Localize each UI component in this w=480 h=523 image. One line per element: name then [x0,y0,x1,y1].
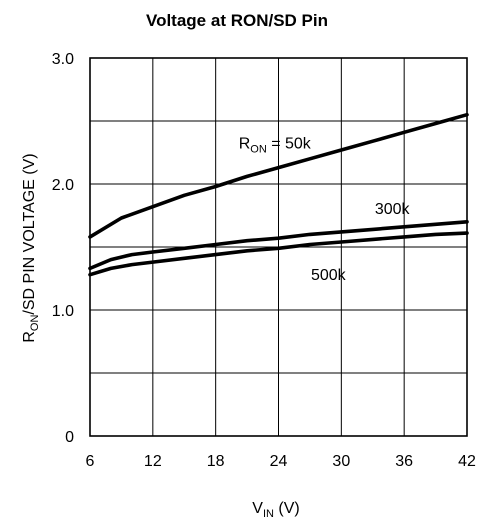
series-label-ron-50k: RON = 50k [239,136,312,156]
x-tick-labels: 6 12 18 24 30 36 42 [86,453,476,470]
plot-frame [89,57,468,437]
x-tick-label: 12 [144,453,162,470]
series-line-1 [88,220,469,271]
series-label-500k: 500k [311,267,347,284]
x-tick-label: 6 [86,453,95,470]
x-axis-label: VIN (V) [252,500,299,520]
y-tick-label: 0 [65,429,74,446]
chart-title: Voltage at RON/SD Pin [146,11,328,30]
series-line-2 [88,231,469,277]
x-tick-label: 36 [395,453,413,470]
y-tick-label: 1.0 [52,303,74,320]
grid [90,58,467,436]
series-label-300k: 300k [375,201,411,218]
x-tick-label: 24 [270,453,288,470]
x-tick-label: 18 [207,453,225,470]
y-tick-label: 3.0 [52,51,74,68]
y-tick-labels: 0 1.0 2.0 3.0 [52,51,74,446]
series-line-0 [88,112,469,239]
y-tick-label: 2.0 [52,177,74,194]
series-group [88,112,469,277]
x-tick-label: 30 [332,453,350,470]
x-tick-label: 42 [458,453,476,470]
y-axis-label: RON/SD PIN VOLTAGE (V) [21,153,41,342]
